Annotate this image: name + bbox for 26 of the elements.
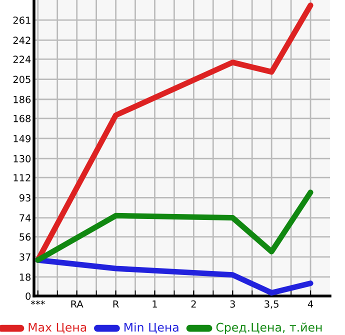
y-tick-label: 130 — [14, 155, 31, 162]
y-tick-label: 56 — [20, 233, 31, 241]
y-tick-label: 224 — [13, 56, 31, 63]
x-tick-label: 3,5 — [264, 300, 278, 309]
y-tick-label: 18 — [20, 273, 31, 281]
y-tick-label: 242 — [13, 36, 30, 44]
legend-label: Сред.Цена, т.йен — [216, 322, 322, 334]
x-tick-label: RA — [71, 300, 84, 308]
y-tick-label: 186 — [14, 96, 31, 104]
y-tick-label: 74 — [20, 214, 31, 222]
y-tick-label: 205 — [13, 76, 30, 84]
x-tick-label: 2 — [191, 300, 196, 308]
legend-label: Min Цена — [124, 322, 178, 334]
x-tick-label: 3 — [230, 300, 235, 308]
x-tick-label: R — [113, 300, 119, 308]
y-tick-label: 168 — [14, 114, 31, 122]
y-tick-label: 149 — [14, 134, 31, 142]
y-tick-label: 37 — [20, 253, 30, 261]
x-tick-label: 4 — [308, 300, 314, 308]
y-tick-label: 0 — [26, 292, 31, 300]
legend-label: Max Цена — [28, 322, 86, 334]
x-tick-label: 1 — [152, 300, 157, 308]
y-tick-label: 261 — [13, 16, 30, 24]
y-tick-label: 93 — [19, 194, 30, 202]
x-tick-label: *** — [30, 300, 45, 305]
y-tick-label: 112 — [14, 174, 30, 182]
